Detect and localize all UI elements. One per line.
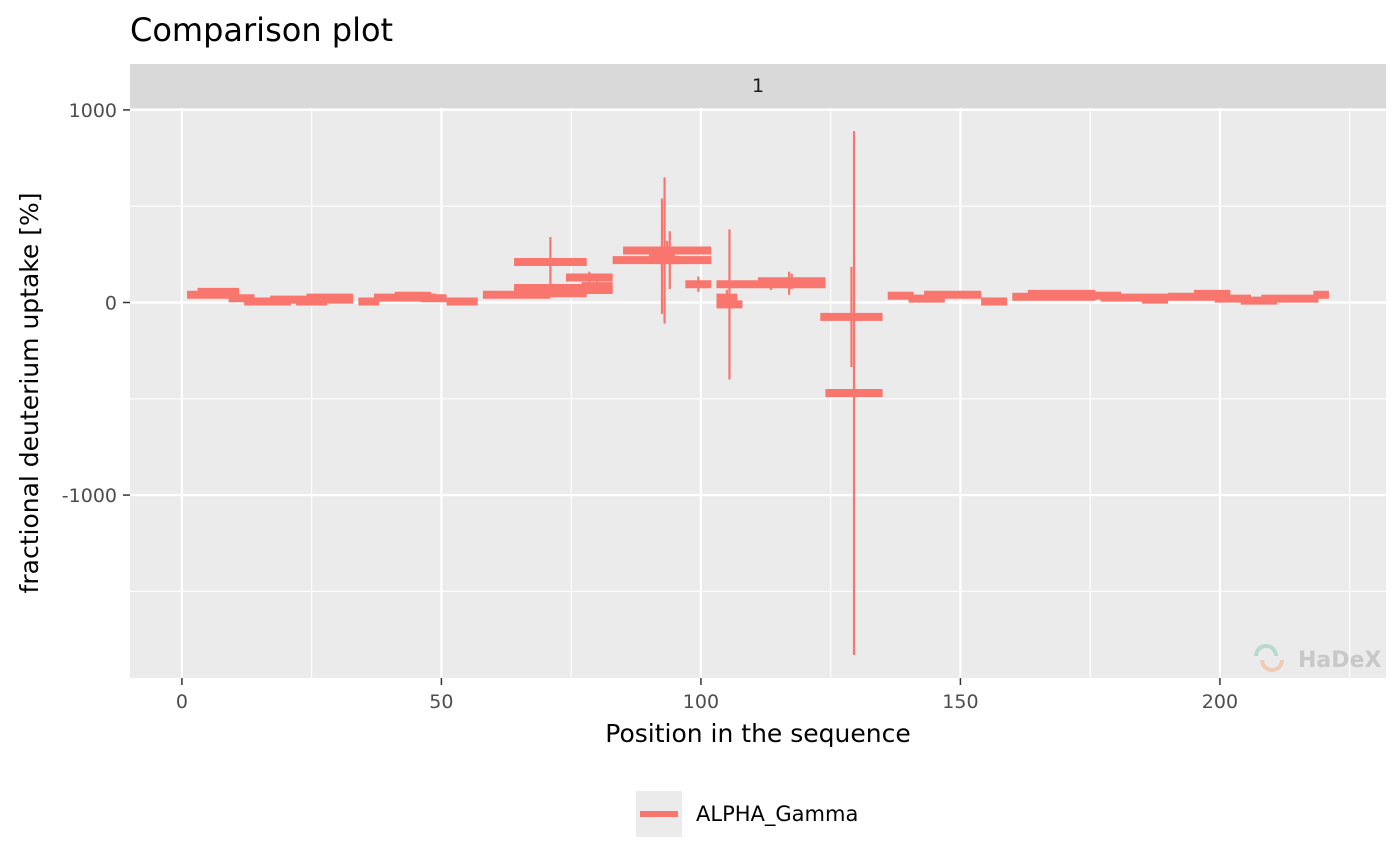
watermark-text: HaDeX — [1298, 648, 1381, 673]
hadex-logo-arc-icon — [1260, 659, 1284, 672]
hadex-logo-icon — [1254, 644, 1278, 657]
x-tick-label: 100 — [683, 691, 719, 713]
facet-strip — [130, 64, 1386, 108]
x-tick-label: 0 — [176, 691, 188, 713]
x-tick-label: 50 — [429, 691, 453, 713]
legend: ALPHA_Gamma — [636, 791, 858, 837]
legend-label: ALPHA_Gamma — [696, 802, 858, 827]
watermark: HaDeX — [1254, 644, 1381, 673]
x-tick-label: 200 — [1202, 691, 1238, 713]
y-tick-label: -1000 — [62, 485, 117, 507]
x-tick-label: 150 — [942, 691, 978, 713]
x-axis-title: Position in the sequence — [605, 719, 910, 748]
y-axis: -1000 0 1000 — [62, 100, 130, 507]
y-tick-label: 0 — [105, 292, 117, 314]
plot-panel — [130, 108, 1386, 678]
facet-label: 1 — [752, 75, 764, 97]
x-axis: 0 50 100 150 200 — [176, 678, 1238, 713]
y-tick-label: 1000 — [69, 100, 117, 122]
chart-title: Comparison plot — [130, 11, 393, 49]
major-gridlines — [130, 108, 1386, 678]
y-axis-title: fractional deuterium uptake [%] — [15, 193, 44, 594]
data-marks — [187, 131, 1329, 655]
